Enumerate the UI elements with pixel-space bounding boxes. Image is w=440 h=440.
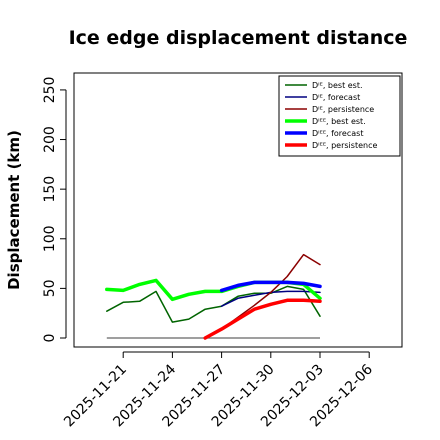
y-tick-label: 0 — [42, 334, 58, 343]
series-line-6 — [203, 298, 322, 340]
legend-label: Dᴵᴱᴱ, forecast — [312, 129, 363, 138]
legend-label: Dᴵᴱᴱ, persistence — [312, 141, 377, 150]
series-line-1 — [106, 285, 321, 323]
y-axis: 0 50 100 150 200 250 — [42, 77, 67, 343]
series-line-5 — [219, 280, 322, 293]
legend-label: Dᴵᴱ, best est. — [312, 81, 363, 90]
legend-box — [278, 75, 401, 157]
y-tick-label: 100 — [42, 225, 58, 252]
chart-title: Ice edge displacement distance — [69, 27, 408, 49]
y-tick-label: 50 — [42, 279, 58, 297]
legend-label: Dᴵᴱ, persistence — [312, 105, 374, 114]
y-tick-label: 200 — [42, 126, 58, 153]
y-axis-label: Displacement (km) — [5, 130, 23, 290]
y-tick-label: 250 — [42, 77, 58, 104]
legend-label: Dᴵᴱ, forecast — [312, 93, 360, 102]
series-layer — [105, 253, 322, 340]
plot-area-frame — [73, 72, 403, 348]
legend: Dᴵᴱ, best est. Dᴵᴱ, forecast Dᴵᴱ, persiste… — [278, 75, 401, 157]
legend-label: Dᴵᴱᴱ, best est. — [312, 117, 366, 126]
y-tick-label: 150 — [42, 176, 58, 203]
